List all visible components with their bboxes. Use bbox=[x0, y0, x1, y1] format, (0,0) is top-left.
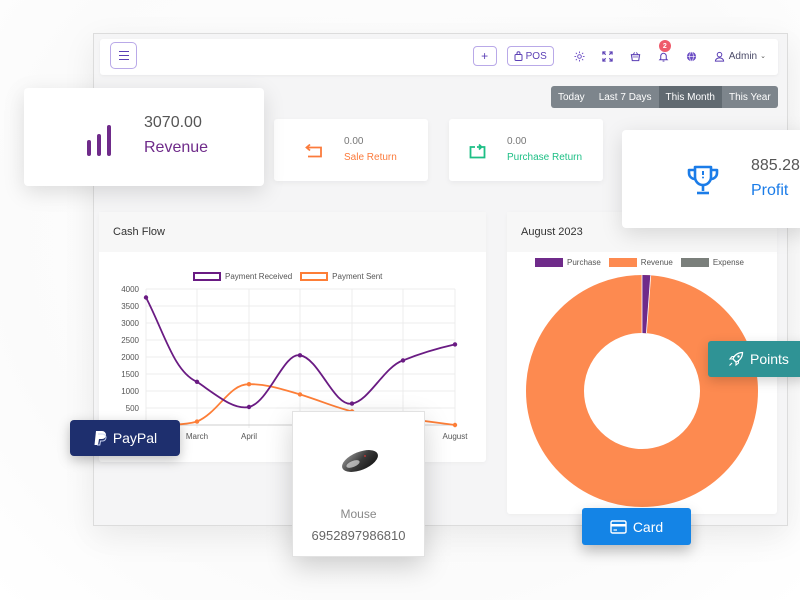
svg-text:3500: 3500 bbox=[121, 302, 139, 311]
svg-text:1000: 1000 bbox=[121, 387, 139, 396]
legend-label: Payment Sent bbox=[332, 272, 383, 281]
rocket-icon bbox=[728, 351, 744, 367]
paypal-payment-button[interactable]: PayPal bbox=[70, 420, 180, 456]
legend-payment-received[interactable]: Payment Received bbox=[193, 272, 292, 281]
points-payment-button[interactable]: Points bbox=[708, 341, 800, 377]
user-icon bbox=[714, 51, 724, 62]
basket-icon bbox=[630, 51, 641, 61]
fullscreen-icon bbox=[602, 50, 613, 62]
range-this-year[interactable]: This Year bbox=[728, 91, 771, 103]
points-label: Points bbox=[750, 351, 789, 367]
return-arrow-icon bbox=[305, 143, 322, 158]
revenue-value: 3070.00 bbox=[144, 114, 202, 131]
legend-swatch bbox=[300, 272, 329, 281]
legend-label: Expense bbox=[712, 258, 744, 267]
mouse-product-image bbox=[342, 450, 378, 472]
svg-text:1500: 1500 bbox=[121, 370, 139, 379]
date-range-filter: Today Last 7 Days This Month This Year bbox=[551, 86, 778, 108]
range-today[interactable]: Today bbox=[558, 91, 585, 103]
user-menu[interactable]: Admin ⌄ bbox=[714, 51, 766, 62]
legend-label: Purchase bbox=[567, 258, 601, 267]
paypal-label: PayPal bbox=[112, 430, 158, 446]
legend-payment-sent[interactable]: Payment Sent bbox=[300, 272, 382, 281]
revenue-card: 3070.00 Revenue bbox=[24, 88, 264, 186]
profit-value: 885.28 bbox=[751, 157, 800, 174]
donut-legend: Purchase Revenue Expense bbox=[535, 258, 752, 267]
legend-label: Payment Received bbox=[225, 272, 293, 281]
top-bar-actions: + POS 2 Admin bbox=[472, 40, 766, 67]
product-name: Mouse bbox=[340, 507, 377, 521]
sale-return-value: 0.00 bbox=[344, 136, 364, 147]
purchase-return-value: 0.00 bbox=[507, 136, 527, 147]
legend-swatch bbox=[608, 258, 637, 267]
theme-toggle[interactable] bbox=[573, 49, 587, 63]
svg-text:April: April bbox=[241, 432, 257, 441]
svg-text:4000: 4000 bbox=[121, 285, 139, 294]
purchase-return-card: 0.00 Purchase Return bbox=[449, 119, 603, 181]
donut-chart bbox=[526, 274, 758, 507]
monthly-summary-panel: August 2023 Purchase Revenue Expense bbox=[507, 212, 777, 514]
chevron-down-icon: ⌄ bbox=[760, 53, 766, 60]
svg-text:500: 500 bbox=[126, 404, 140, 413]
fullscreen-toggle[interactable] bbox=[601, 49, 615, 63]
svg-text:August: August bbox=[443, 432, 469, 441]
revenue-label: Revenue bbox=[144, 139, 209, 156]
card-payment-button[interactable]: Card bbox=[582, 508, 691, 545]
range-this-month[interactable]: This Month bbox=[658, 86, 722, 108]
svg-text:2500: 2500 bbox=[121, 336, 139, 345]
repeat-icon bbox=[469, 143, 486, 159]
basket-button[interactable] bbox=[629, 49, 643, 63]
notification-badge: 2 bbox=[658, 40, 671, 52]
trophy-icon bbox=[687, 165, 719, 195]
notifications-button[interactable]: 2 bbox=[657, 40, 671, 63]
bar-chart-icon bbox=[87, 125, 111, 156]
user-name: Admin bbox=[728, 50, 758, 62]
legend-purchase[interactable]: Purchase bbox=[535, 258, 601, 267]
pos-button[interactable]: POS bbox=[506, 46, 554, 66]
sale-return-label: Sale Return bbox=[344, 152, 397, 163]
language-button[interactable] bbox=[685, 49, 699, 63]
pos-label: POS bbox=[525, 50, 547, 62]
legend-label: Revenue bbox=[640, 258, 673, 267]
profit-card: 885.28 Profit bbox=[622, 130, 800, 228]
legend-swatch bbox=[680, 258, 709, 267]
menu-toggle-button[interactable] bbox=[110, 42, 137, 69]
product-barcode: 6952897986810 bbox=[311, 528, 406, 543]
cash-flow-title: Cash Flow bbox=[99, 212, 486, 252]
sun-icon bbox=[574, 50, 585, 62]
legend-revenue[interactable]: Revenue bbox=[608, 258, 673, 267]
add-button[interactable]: + bbox=[472, 46, 497, 66]
credit-card-icon bbox=[610, 519, 627, 534]
profit-label: Profit bbox=[751, 182, 789, 199]
legend-expense[interactable]: Expense bbox=[680, 258, 744, 267]
paypal-icon bbox=[94, 431, 107, 446]
legend-swatch bbox=[535, 258, 563, 267]
bag-icon bbox=[514, 51, 523, 61]
top-bar: + POS 2 Admin bbox=[100, 39, 778, 75]
svg-text:2000: 2000 bbox=[121, 353, 139, 362]
range-last-7-days[interactable]: Last 7 Days bbox=[598, 91, 652, 103]
globe-icon bbox=[687, 51, 697, 61]
svg-text:March: March bbox=[186, 432, 208, 441]
cash-flow-legend: Payment Received Payment Sent bbox=[193, 272, 390, 281]
legend-swatch bbox=[193, 272, 221, 281]
card-label: Card bbox=[632, 518, 664, 535]
product-card[interactable]: Mouse 6952897986810 bbox=[292, 411, 425, 557]
bell-icon bbox=[658, 52, 669, 62]
sale-return-card: 0.00 Sale Return bbox=[274, 119, 428, 181]
svg-text:3000: 3000 bbox=[121, 319, 139, 328]
purchase-return-label: Purchase Return bbox=[507, 152, 583, 163]
hamburger-icon bbox=[118, 49, 129, 62]
